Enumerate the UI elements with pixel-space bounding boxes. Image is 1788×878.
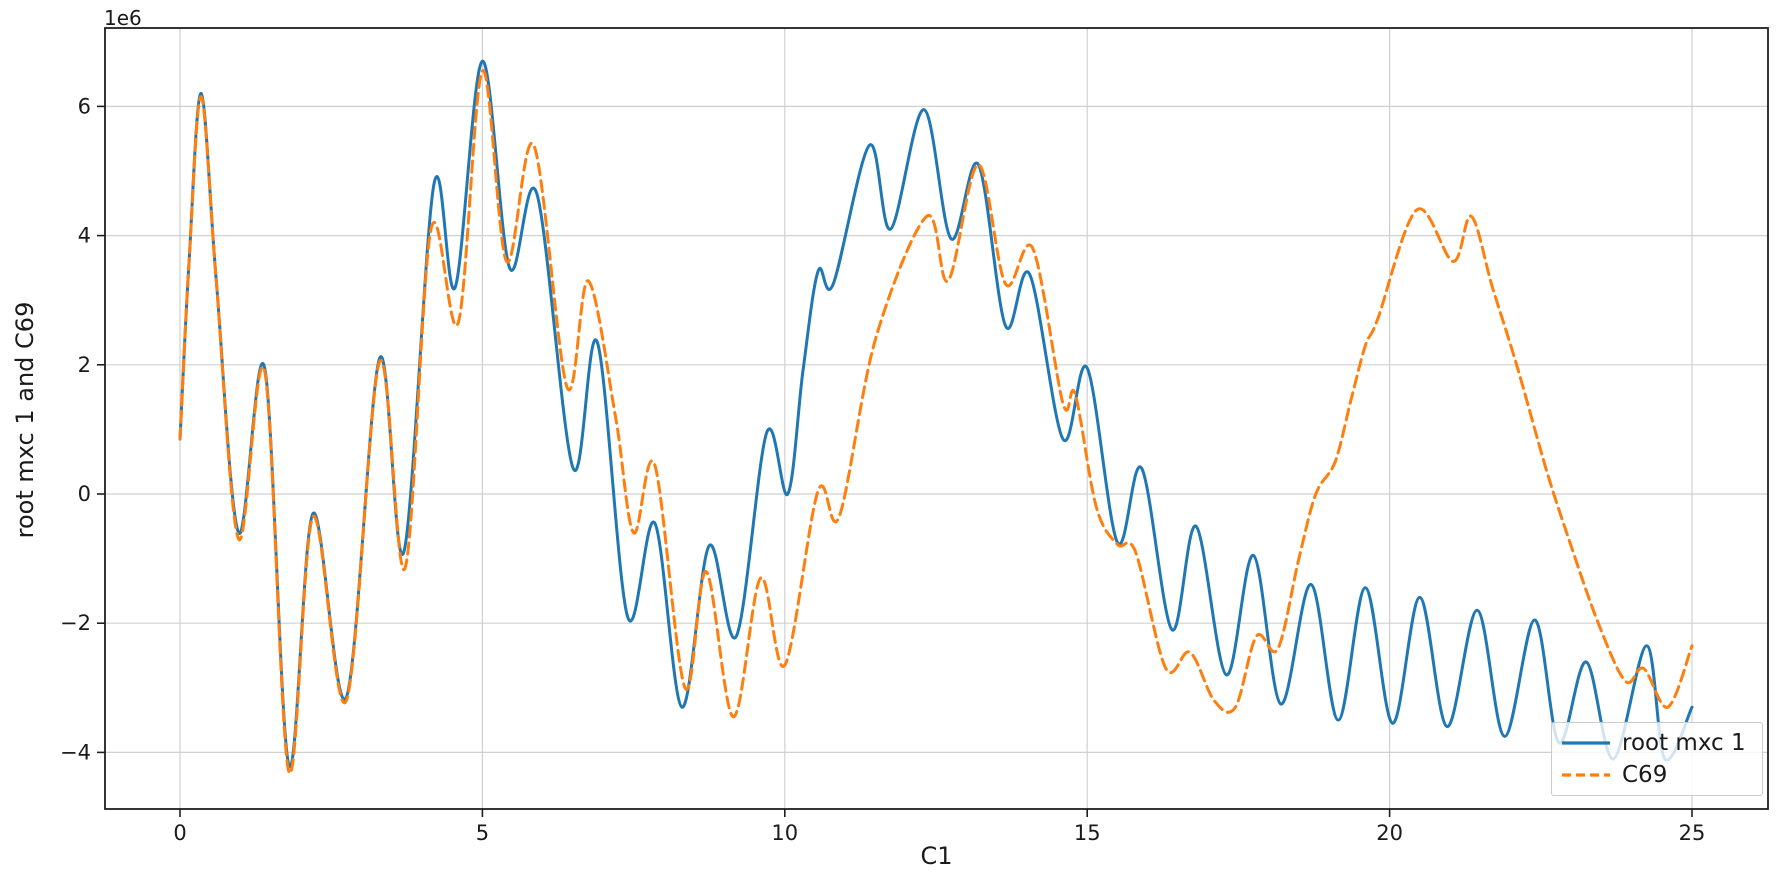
- y-tick-label: 2: [78, 353, 91, 377]
- plot-border: [104, 27, 1769, 810]
- y-tick-label: 4: [78, 224, 91, 248]
- y-axis-offset-label: 1e6: [104, 6, 142, 30]
- legend-line-dashed-icon: [1562, 773, 1610, 777]
- x-tick-label: 0: [173, 821, 186, 845]
- y-tick-label: 0: [78, 482, 91, 506]
- series-line-root-mxc-1: [178, 59, 1694, 769]
- legend-line-solid-icon: [1562, 741, 1610, 745]
- x-tick-label: 10: [771, 821, 798, 845]
- y-axis-title: root mxc 1 and C69: [11, 301, 39, 539]
- series-line-c69: [178, 69, 1694, 775]
- x-tick-label: 5: [476, 821, 489, 845]
- legend-item-root-mxc-1: root mxc 1: [1562, 730, 1752, 756]
- legend-label: C69: [1622, 762, 1668, 788]
- legend-item-c69: C69: [1562, 762, 1752, 788]
- x-tick-label: 15: [1074, 821, 1101, 845]
- x-tick-label: 25: [1679, 821, 1706, 845]
- y-tick-label: −4: [60, 740, 91, 764]
- legend-label: root mxc 1: [1622, 730, 1746, 756]
- legend: root mxc 1 C69: [1551, 722, 1763, 796]
- x-tick-label: 20: [1376, 821, 1403, 845]
- y-tick-label: −2: [60, 611, 91, 635]
- x-axis-title: C1: [920, 842, 953, 870]
- y-tick-label: 6: [78, 94, 91, 118]
